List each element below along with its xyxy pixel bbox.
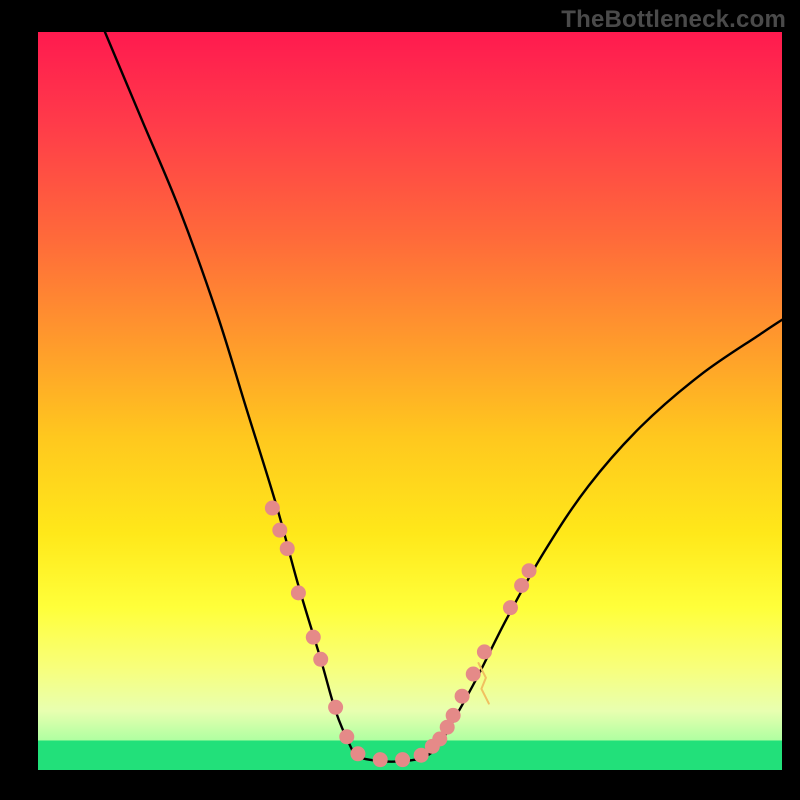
curves-layer: [38, 32, 782, 770]
bottleneck-curve: [105, 32, 782, 762]
data-marker: [466, 667, 481, 682]
data-marker: [446, 708, 461, 723]
data-marker: [339, 729, 354, 744]
data-marker: [395, 752, 410, 767]
chart-container: TheBottleneck.com: [0, 0, 800, 800]
data-marker: [455, 689, 470, 704]
data-marker: [291, 585, 306, 600]
data-marker: [477, 644, 492, 659]
data-marker: [280, 541, 295, 556]
data-marker: [265, 501, 280, 516]
zigzag-mark: [478, 663, 488, 704]
data-marker: [306, 630, 321, 645]
data-marker: [514, 578, 529, 593]
data-marker: [313, 652, 328, 667]
data-marker: [350, 746, 365, 761]
data-marker: [272, 523, 287, 538]
watermark-text: TheBottleneck.com: [561, 6, 786, 34]
plot-area: [38, 32, 782, 770]
data-marker: [328, 700, 343, 715]
data-marker: [503, 600, 518, 615]
data-marker: [373, 752, 388, 767]
data-marker: [522, 563, 537, 578]
